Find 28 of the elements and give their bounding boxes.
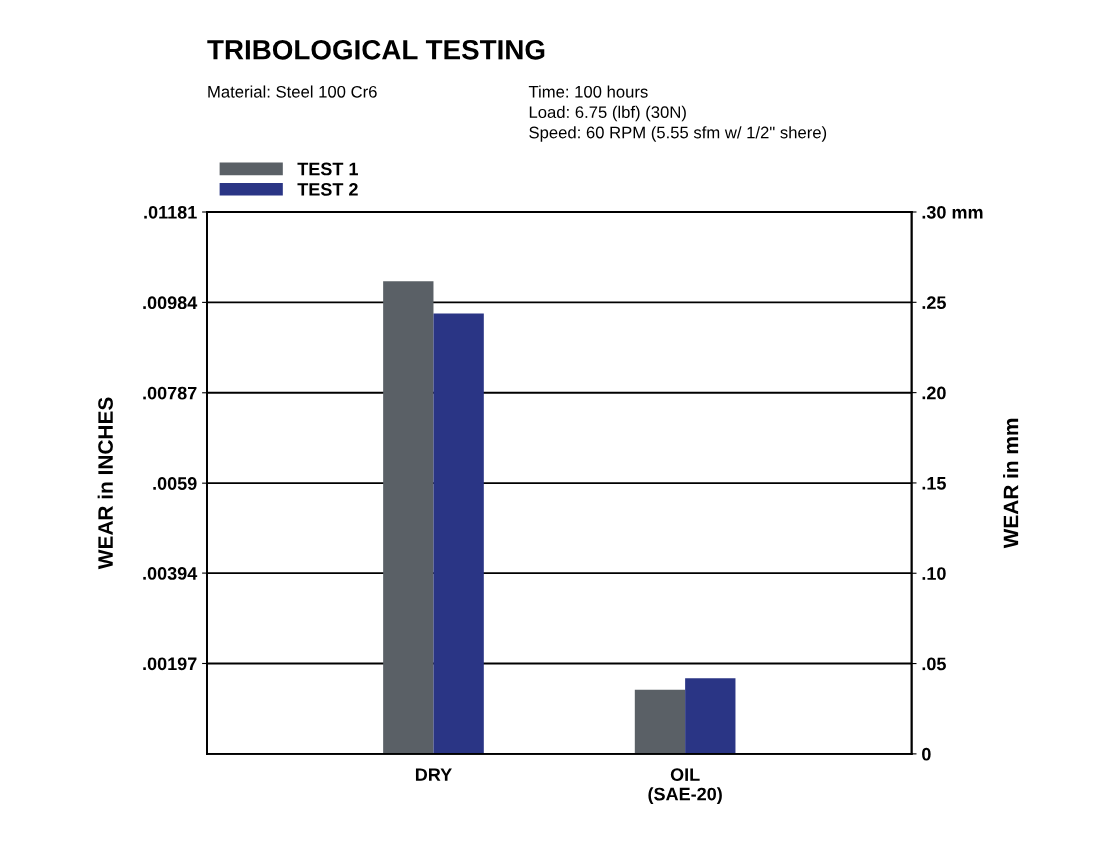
- y2-tick-label: .30 mm: [922, 205, 983, 219]
- y-tick-label: .00787: [143, 386, 197, 400]
- y2-tick-label: .25: [922, 296, 946, 310]
- x-tick-label: OIL (SAE-20): [648, 768, 722, 805]
- y2-axis-title: WEAR in mm: [1003, 418, 1019, 549]
- y-axis-title: WEAR in INCHES: [97, 397, 113, 570]
- legend-label: TEST 1: [297, 162, 358, 176]
- y-tick-label: .0059: [153, 477, 197, 490]
- text: Load: 6.75 (lbf) (30N): [529, 105, 686, 122]
- text: Speed: 60 RPM (5.55 sfm w/ 1/2" shere): [529, 126, 827, 142]
- text: Material: Steel 100 Cr6: [208, 85, 377, 98]
- bar: [433, 313, 484, 754]
- y2-tick-label: .15: [922, 477, 946, 490]
- bar: [634, 689, 686, 754]
- x-tick-label: DRY: [415, 768, 452, 781]
- y-tick-label: .01181: [144, 205, 197, 219]
- y-tick-label: .00197: [143, 657, 197, 671]
- chart-title: TRIBOLOGICAL TESTING: [207, 39, 545, 60]
- y2-tick-label: 0: [922, 747, 931, 761]
- bar: [685, 678, 736, 754]
- text: Time: 100 hours: [528, 85, 648, 98]
- legend-label: TEST 2: [297, 183, 358, 196]
- y2-tick-label: .10: [922, 567, 946, 580]
- bar: [383, 281, 434, 754]
- y2-tick-label: .05: [922, 657, 946, 671]
- y-tick-label: .00394: [143, 567, 198, 580]
- y-tick-label: .00984: [143, 296, 198, 310]
- y2-tick-label: .20: [922, 386, 946, 400]
